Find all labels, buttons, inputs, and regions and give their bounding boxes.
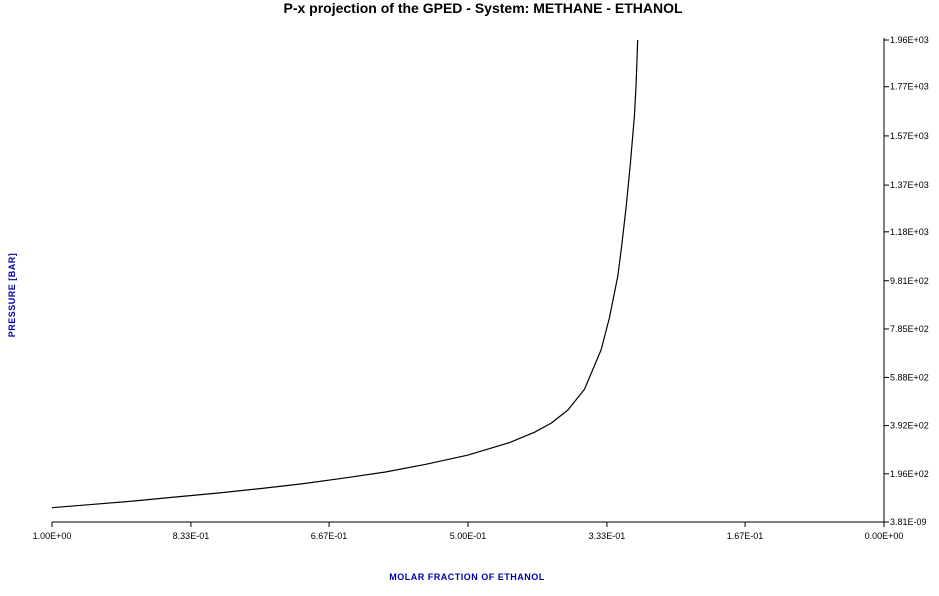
y-tick-label: 1.57E+03 bbox=[890, 131, 929, 141]
x-tick-label: 3.33E-01 bbox=[589, 531, 626, 541]
y-tick-label: 5.88E+02 bbox=[890, 372, 929, 382]
y-axis-label: PRESSURE [BAR] bbox=[7, 253, 17, 338]
chart-title: P-x projection of the GPED - System: MET… bbox=[283, 0, 682, 16]
series-line bbox=[51, 39, 639, 509]
y-axis-ticks: 3.81E-09 1.96E+02 3.92E+02 5.88E+02 7.85E+02… bbox=[884, 35, 929, 527]
x-axis-label: MOLAR FRACTION OF ETHANOL bbox=[389, 572, 545, 582]
x-axis-ticks: 1.00E+00 8.33E-01 6.67E-01 5.00E-01 3.33E-01… bbox=[33, 522, 904, 541]
y-tick-label: 1.37E+03 bbox=[890, 180, 929, 190]
x-tick-label: 6.67E-01 bbox=[311, 531, 348, 541]
y-tick-label: 1.77E+03 bbox=[890, 82, 929, 92]
y-tick-label: 1.96E+03 bbox=[890, 35, 929, 45]
y-tick-label: 3.92E+02 bbox=[890, 421, 929, 431]
y-tick-label: 7.85E+02 bbox=[890, 324, 929, 334]
x-tick-label: 0.00E+00 bbox=[865, 531, 904, 541]
series-layer bbox=[51, 39, 639, 509]
x-tick-label: 8.33E-01 bbox=[173, 531, 210, 541]
y-tick-label: 1.96E+02 bbox=[890, 469, 929, 479]
x-tick-label: 1.67E-01 bbox=[727, 531, 764, 541]
y-tick-label: 3.81E-09 bbox=[890, 517, 927, 527]
y-tick-label: 1.18E+03 bbox=[890, 227, 929, 237]
y-tick-label: 9.81E+02 bbox=[890, 276, 929, 286]
x-tick-label: 5.00E-01 bbox=[450, 531, 487, 541]
x-tick-label: 1.00E+00 bbox=[33, 531, 72, 541]
